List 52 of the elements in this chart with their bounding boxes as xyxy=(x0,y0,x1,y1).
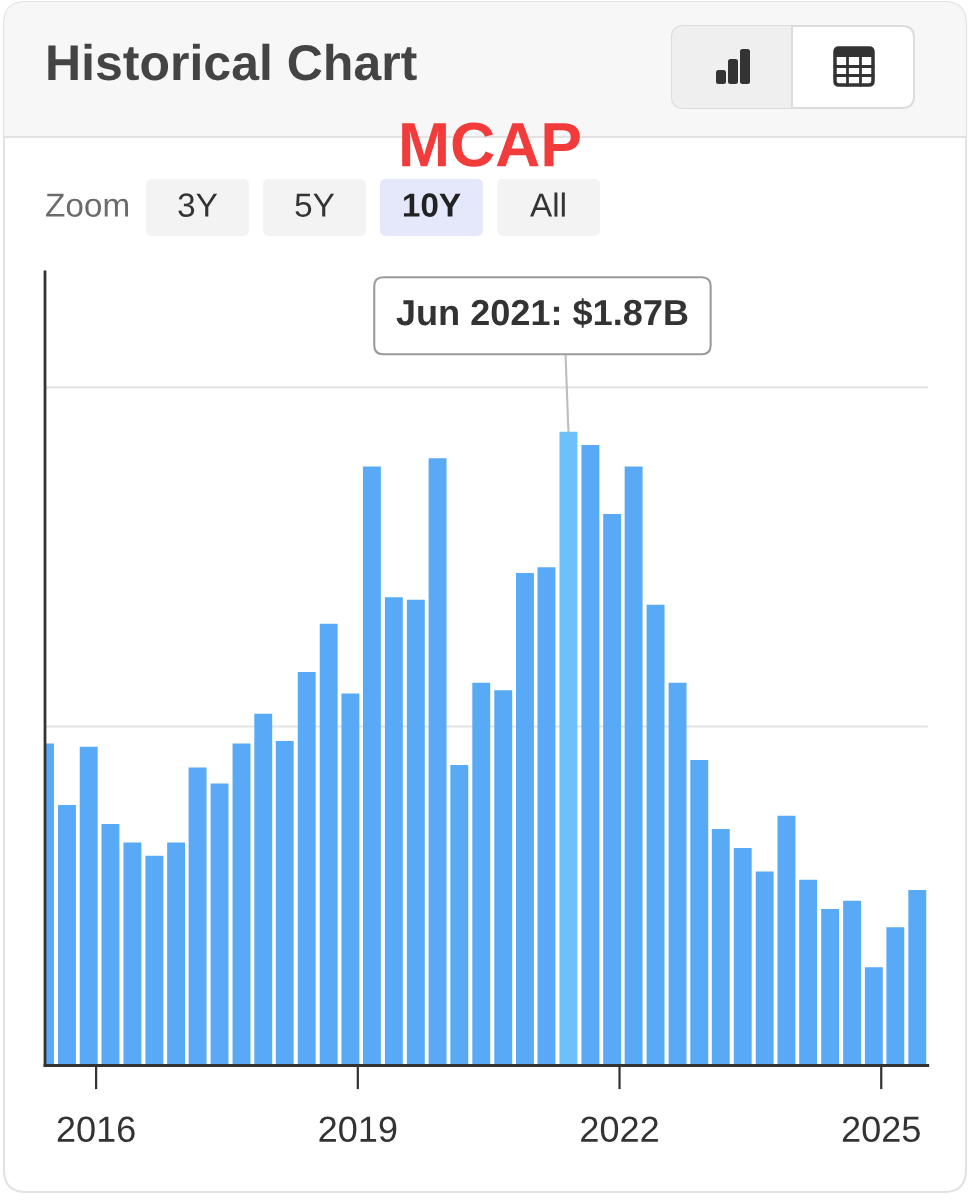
bar xyxy=(428,458,447,1066)
bar xyxy=(516,573,534,1066)
bar xyxy=(254,713,273,1066)
bar xyxy=(341,693,360,1066)
text: All xyxy=(530,192,565,217)
bar xyxy=(821,908,840,1066)
bar xyxy=(843,900,862,1066)
bar xyxy=(362,466,381,1066)
chart-subtitle: MCAP xyxy=(402,122,580,167)
bar xyxy=(668,682,687,1066)
bar xyxy=(145,855,164,1066)
x-tick-label: 2019 xyxy=(319,1116,397,1143)
bar xyxy=(101,824,120,1066)
bar xyxy=(450,765,469,1066)
bar xyxy=(275,741,294,1066)
annotation: Jun 2021: $1.87B xyxy=(396,298,688,328)
text: 3Y xyxy=(178,193,218,217)
bar xyxy=(58,805,76,1066)
bar xyxy=(690,760,709,1066)
bar xyxy=(559,431,578,1066)
bar xyxy=(210,783,229,1066)
bar xyxy=(624,466,643,1066)
x-tick-label: 2025 xyxy=(842,1116,920,1143)
bar xyxy=(494,690,513,1066)
bar xyxy=(886,927,905,1066)
bar xyxy=(711,829,730,1066)
text: 5Y xyxy=(295,193,335,217)
text: Zoom xyxy=(46,193,129,217)
bar xyxy=(646,604,665,1066)
bar xyxy=(472,682,491,1066)
bar xyxy=(581,445,600,1066)
bar xyxy=(733,848,752,1066)
bar xyxy=(79,746,98,1066)
bar xyxy=(188,767,207,1066)
bar xyxy=(384,597,403,1066)
chart-title: Historical Chart xyxy=(48,43,417,81)
bar xyxy=(123,842,142,1066)
bar xyxy=(537,567,556,1066)
text: 10Y xyxy=(403,193,461,217)
bar xyxy=(755,871,774,1066)
x-tick-label: 2022 xyxy=(581,1116,658,1143)
bar xyxy=(319,623,338,1066)
bar xyxy=(777,815,796,1066)
bar xyxy=(799,879,818,1066)
bar xyxy=(232,743,251,1066)
bar xyxy=(297,671,316,1066)
bar xyxy=(603,514,622,1066)
x-tick-label: 2016 xyxy=(57,1116,135,1143)
bar xyxy=(167,842,186,1066)
bar xyxy=(406,599,425,1066)
bar xyxy=(908,889,927,1066)
bar xyxy=(864,967,883,1066)
